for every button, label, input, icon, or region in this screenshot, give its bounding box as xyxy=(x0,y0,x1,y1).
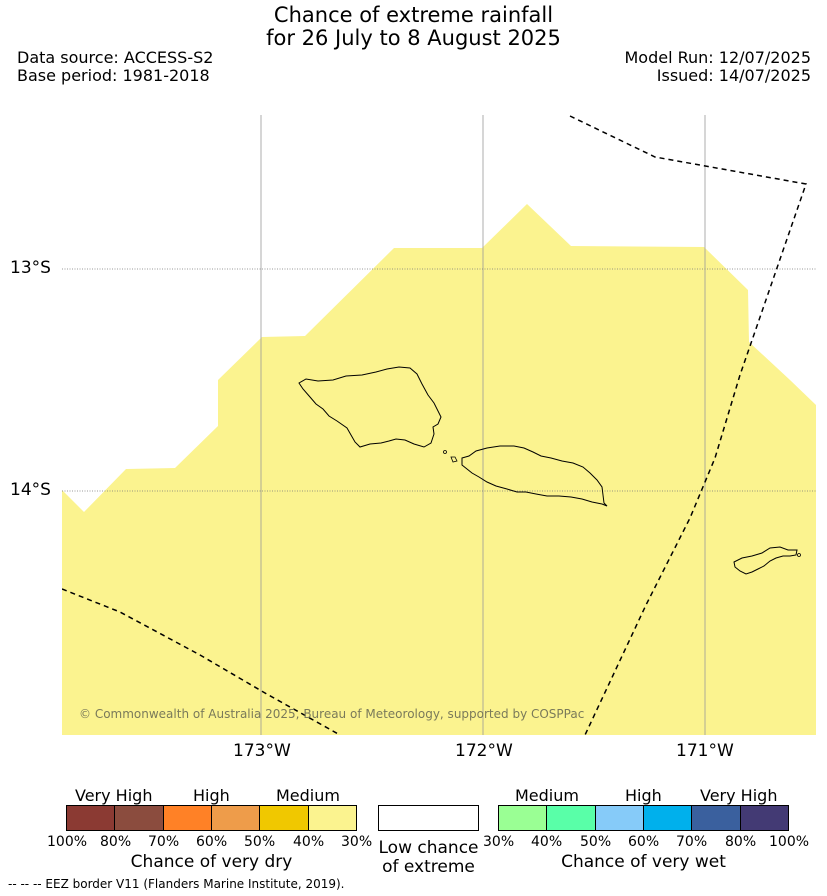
wet-swatch-high-2 xyxy=(643,806,693,830)
dry-colorbar xyxy=(66,805,357,831)
wet-heading-medium: Medium xyxy=(515,786,579,805)
dry-heading-high: High xyxy=(193,786,230,805)
wet-caption: Chance of very wet xyxy=(561,852,726,872)
wet-tick-70: 70% xyxy=(676,834,708,850)
apolima-islet xyxy=(443,450,447,454)
upolu-island xyxy=(461,445,608,507)
dry-swatch-medium-1 xyxy=(260,806,309,830)
wet-tick-60: 60% xyxy=(628,834,660,850)
dry-swatch-high-1 xyxy=(163,806,212,830)
map-title-line2: for 26 July to 8 August 2025 xyxy=(266,26,561,50)
low-chance-caption-line2: of extreme xyxy=(382,857,475,877)
dry-tick-50: 50% xyxy=(244,834,276,850)
dry-swatch-very-high-1 xyxy=(67,806,116,830)
wet-tick-50: 50% xyxy=(580,834,612,850)
graticule xyxy=(260,115,706,735)
issued-date: Issued: 14/07/2025 xyxy=(656,66,811,85)
wet-swatch-medium-2 xyxy=(547,806,596,830)
lat-label-14s: 14°S xyxy=(10,480,51,500)
dry-tick-30: 30% xyxy=(341,834,373,850)
tutuila-island xyxy=(733,546,798,575)
wet-heading-high: High xyxy=(625,786,662,805)
wet-tick-30: 30% xyxy=(483,834,515,850)
dry-swatch-medium-2 xyxy=(308,806,356,830)
data-source: Data source: ACCESS-S2 xyxy=(17,48,214,67)
aunuu-islet xyxy=(797,553,801,557)
wet-tick-40: 40% xyxy=(531,834,563,850)
eez-border xyxy=(62,115,807,735)
wet-swatch-very-high-2 xyxy=(740,806,788,830)
dry-tick-70: 70% xyxy=(148,834,180,850)
lon-label-171w: 171°W xyxy=(676,741,734,761)
dry-swatch-high-2 xyxy=(211,806,261,830)
lon-label-173w: 173°W xyxy=(233,741,291,761)
savaii-island xyxy=(298,366,442,448)
dry-tick-60: 60% xyxy=(196,834,228,850)
wet-heading-very-high: Very High xyxy=(700,786,778,805)
wet-colorbar xyxy=(498,805,789,831)
wet-swatch-high-1 xyxy=(595,806,644,830)
graticule-lat xyxy=(62,268,816,492)
dry-tick-80: 80% xyxy=(100,834,132,850)
copyright-notice: © Commonwealth of Australia 2025, Bureau… xyxy=(79,707,585,721)
lon-label-172w: 172°W xyxy=(455,741,513,761)
model-run: Model Run: 12/07/2025 xyxy=(624,48,812,67)
dry-tick-40: 40% xyxy=(293,834,325,850)
dry-caption: Chance of very dry xyxy=(130,852,293,872)
eez-footnote: -- -- -- EEZ border V11 (Flanders Marine… xyxy=(8,877,345,891)
manono-islet xyxy=(450,456,458,463)
dry-heading-very-high: Very High xyxy=(75,786,153,805)
low-chance-swatch xyxy=(378,805,479,831)
wet-swatch-medium-1 xyxy=(499,806,548,830)
forecast-region-medium-dry xyxy=(62,204,816,735)
wet-swatch-very-high-1 xyxy=(692,806,741,830)
dry-heading-medium: Medium xyxy=(276,786,340,805)
wet-tick-100: 100% xyxy=(769,834,810,850)
base-period: Base period: 1981-2018 xyxy=(17,66,210,85)
dry-swatch-very-high-2 xyxy=(115,806,164,830)
low-chance-caption-line1: Low chance xyxy=(378,838,479,858)
lat-label-13s: 13°S xyxy=(10,258,51,278)
map-title-line1: Chance of extreme rainfall xyxy=(273,3,554,27)
wet-tick-80: 80% xyxy=(725,834,757,850)
dry-tick-100: 100% xyxy=(47,834,88,850)
